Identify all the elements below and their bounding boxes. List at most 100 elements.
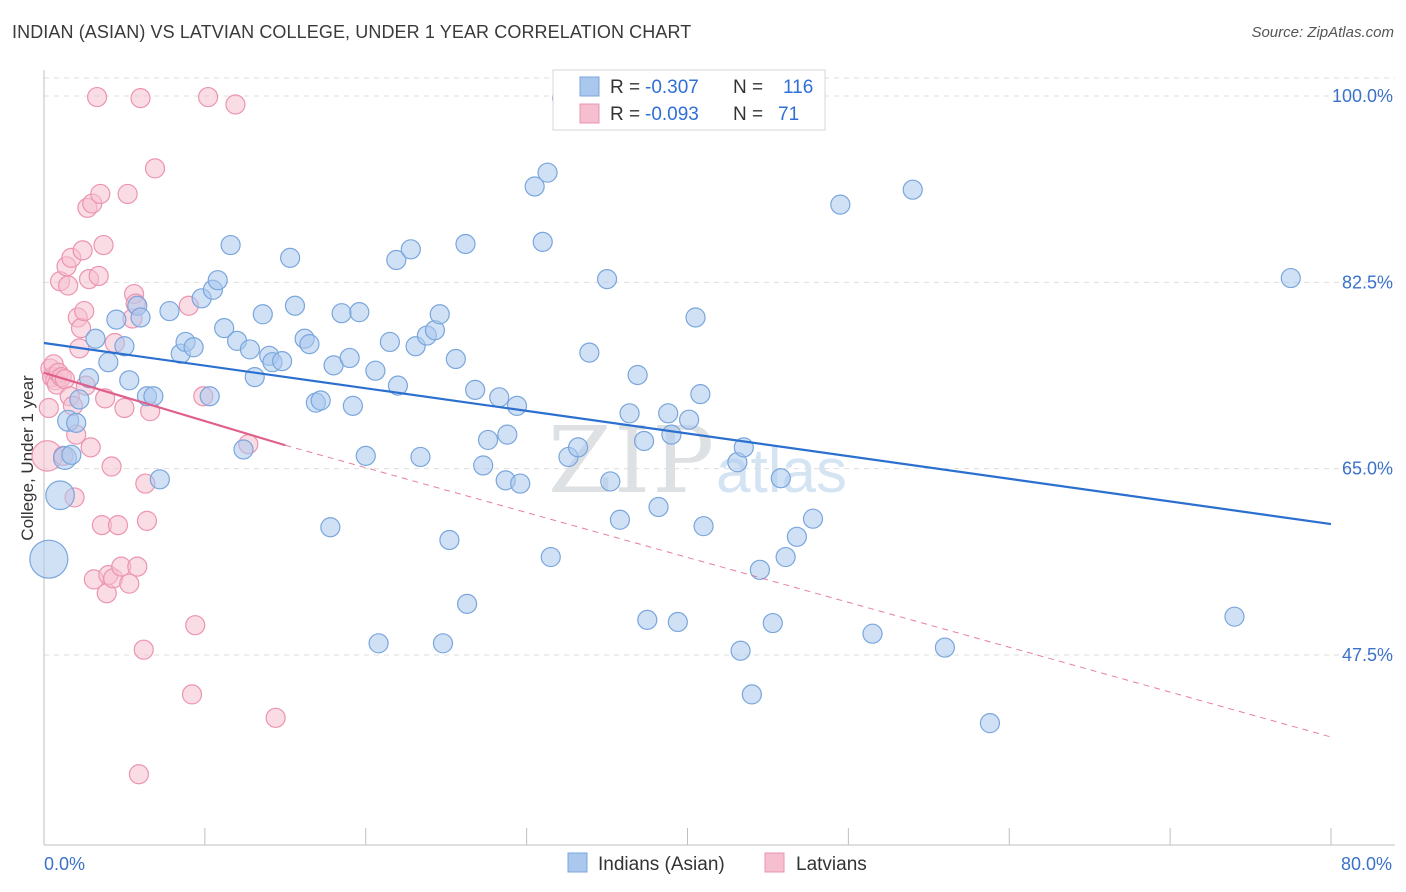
indians-point (114, 336, 135, 357)
indians-point (149, 469, 170, 490)
latvians-point (197, 86, 219, 108)
indians-point (609, 509, 631, 530)
y-axis-label: College, Under 1 year (18, 375, 37, 541)
latvians-trend-line (43, 371, 286, 447)
latvians-point (86, 86, 108, 108)
indians-point (600, 471, 621, 492)
latvians-point (119, 573, 140, 594)
indians-point (477, 429, 499, 451)
indians-point (510, 473, 531, 494)
indians-point (29, 539, 69, 579)
x-tick-label-min: 0.0% (44, 854, 85, 874)
legend-swatch-pink (579, 103, 600, 124)
x-tick-label-max: 80.0% (1341, 854, 1392, 874)
indians-point (648, 496, 669, 518)
latvians-point (225, 94, 246, 115)
legend-swatch-blue (579, 76, 600, 97)
indians-point (310, 390, 331, 411)
indians-point (244, 366, 265, 388)
indians-point (355, 445, 376, 466)
indians-point (667, 611, 688, 633)
gridlines (44, 77, 1395, 656)
indians-point (342, 395, 363, 416)
indians-point (690, 384, 711, 405)
indians-point (252, 304, 273, 325)
indians-point (524, 176, 545, 197)
indians-point (579, 342, 600, 363)
indians-point (934, 637, 956, 658)
indians-trend-line (43, 341, 1332, 526)
indians-point (661, 424, 682, 445)
indians-point (239, 339, 261, 360)
indians-point (693, 516, 714, 537)
latvians-point (185, 615, 206, 636)
indians-point (730, 640, 751, 661)
indians-point (368, 633, 389, 654)
indians-point (106, 309, 127, 330)
latvians-point (101, 456, 122, 477)
indians-point (429, 304, 450, 325)
indians-point (386, 249, 407, 271)
indians-point (233, 439, 254, 460)
latvians-point (128, 764, 150, 785)
latvians-point (127, 556, 148, 577)
indians-point (69, 389, 90, 410)
indians-point (284, 295, 306, 316)
indians-point (280, 247, 301, 268)
indians-point (119, 370, 140, 391)
indians-point (457, 593, 478, 614)
bottom-legend-swatch-latvians (764, 852, 785, 873)
latvians-point (181, 684, 203, 705)
series-latvians-points (31, 86, 286, 785)
indians-point (45, 480, 75, 511)
indians-point (299, 333, 320, 355)
indians-point (1224, 606, 1245, 627)
indians-point (85, 328, 106, 349)
x-axis-ticks (43, 828, 1332, 845)
latvians-point (136, 510, 158, 531)
latvians-point (58, 275, 79, 296)
indians-point (770, 468, 791, 489)
legend-n-label-2: N = (733, 104, 763, 125)
indians-point (540, 546, 561, 568)
latvians-point (107, 514, 129, 536)
correlation-legend: R = -0.307 N = 116 R = -0.093 N = 71 (552, 69, 826, 131)
indians-point (568, 437, 589, 458)
indians-point (320, 517, 341, 538)
indians-point (633, 430, 655, 452)
latvians-point (114, 397, 135, 419)
bottom-legend-indians: Indians (Asian) (598, 854, 725, 875)
indians-point (489, 387, 510, 408)
latvians-point (265, 707, 286, 728)
indians-point (473, 455, 494, 476)
legend-n-value-1: 116 (783, 77, 813, 98)
indians-point (183, 337, 204, 358)
latvians-point (88, 265, 109, 287)
indians-point (439, 529, 460, 551)
indians-point (220, 234, 241, 256)
y-tick-label: 82.5% (1342, 272, 1393, 292)
indians-point (445, 348, 466, 370)
indians-point (532, 231, 553, 252)
indians-point (741, 684, 762, 705)
indians-point (159, 300, 180, 322)
indians-point (207, 270, 228, 291)
indians-point (214, 318, 235, 339)
latvians-point (72, 240, 93, 261)
latvians-point (90, 183, 111, 205)
bottom-legend-swatch-indians (567, 852, 588, 873)
indians-point (410, 446, 431, 468)
latvians-point (74, 300, 95, 322)
series-indians-points (29, 88, 1301, 734)
indians-point (379, 331, 400, 353)
series-legend: Indians (Asian) Latvians (567, 852, 867, 875)
legend-r-value-2: -0.093 (645, 104, 699, 125)
y-tick-label: 47.5% (1342, 645, 1393, 665)
indians-point (596, 269, 618, 290)
indians-point (637, 609, 658, 630)
chart-source: Source: ZipAtlas.com (1251, 24, 1394, 41)
indians-point (271, 351, 293, 372)
latvians-point (38, 397, 59, 419)
legend-r-value-1: -0.307 (645, 77, 699, 98)
